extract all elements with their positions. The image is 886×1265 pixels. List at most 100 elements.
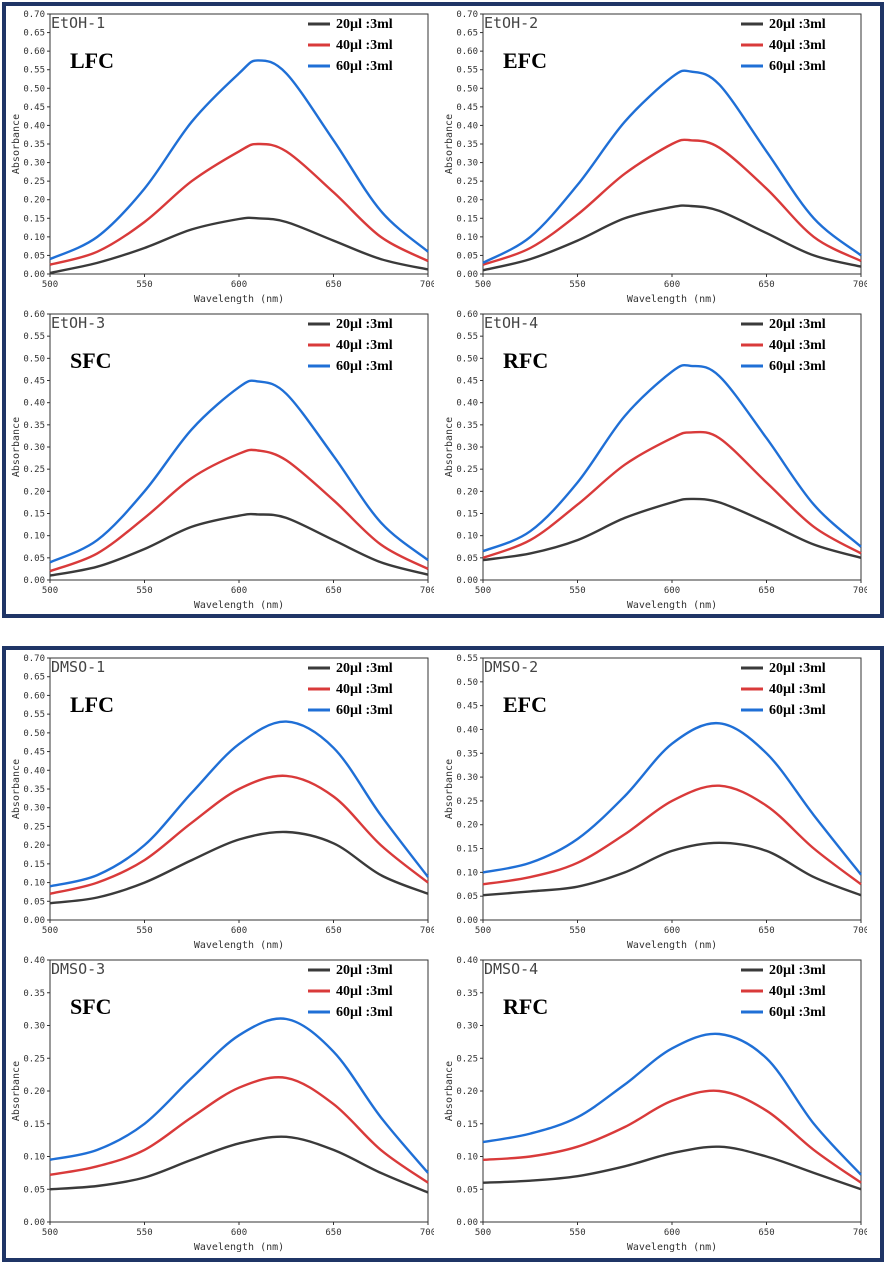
sample-label: EtOH-3 [51, 314, 105, 332]
legend-label-2: 40µl :3ml [336, 682, 393, 697]
x-tick-label: 550 [136, 280, 152, 290]
y-tick-label: 0.20 [23, 196, 45, 206]
x-tick-label: 600 [231, 280, 247, 290]
x-tick-label: 700 [853, 586, 867, 596]
series-line-3 [49, 720, 429, 888]
x-tick-label: 500 [475, 586, 491, 596]
y-tick-label: 0.25 [23, 822, 45, 832]
y-tick-label: 0.55 [23, 710, 45, 720]
sample-label: EtOH-2 [484, 14, 538, 32]
y-tick-label: 0.10 [456, 532, 478, 542]
sample-label: DMSO-3 [51, 960, 105, 978]
x-tick-label: 500 [475, 280, 491, 290]
x-tick-label: 700 [420, 926, 434, 936]
y-tick-label: 0.55 [23, 66, 45, 76]
x-tick-label: 550 [136, 1228, 152, 1238]
y-tick-label: 0.40 [23, 121, 45, 131]
y-tick-label: 0.50 [23, 729, 45, 739]
series-line-1 [482, 204, 862, 272]
y-tick-label: 0.50 [456, 678, 478, 688]
y-tick-label: 0.20 [23, 841, 45, 851]
absorbance-chart-etoh-1: 0.00 0.05 0.10 0.15 0.20 0.25 0.30 0.35 0.40 0.45… [11, 10, 434, 305]
x-tick-label: 650 [325, 1228, 341, 1238]
y-axis-label: Absorbance [444, 114, 455, 174]
y-tick-label: 0.30 [23, 159, 45, 169]
series-line-1 [49, 1135, 429, 1194]
y-tick-label: 0.35 [456, 749, 478, 759]
x-axis-label: Wavelength (nm) [627, 600, 717, 611]
fraction-label: LFC [70, 692, 114, 717]
x-tick-label: 600 [664, 1228, 680, 1238]
legend-label-3: 60µl :3ml [769, 1005, 826, 1020]
x-tick-label: 600 [231, 926, 247, 936]
x-axis-label: Wavelength (nm) [194, 940, 284, 951]
y-tick-label: 0.30 [23, 804, 45, 814]
y-tick-label: 0.35 [23, 785, 45, 795]
y-tick-label: 0.50 [23, 354, 45, 364]
y-tick-label: 0.00 [23, 270, 45, 280]
y-tick-label: 0.55 [456, 332, 478, 342]
y-tick-label: 0.45 [23, 377, 45, 387]
legend-label-3: 60µl :3ml [769, 59, 826, 74]
legend-label-2: 40µl :3ml [769, 38, 826, 53]
x-tick-label: 600 [231, 1228, 247, 1238]
x-tick-label: 600 [664, 926, 680, 936]
y-tick-label: 0.05 [23, 897, 45, 907]
y-tick-label: 0.10 [23, 879, 45, 889]
series-line-1 [482, 1145, 862, 1191]
series-line-1 [49, 216, 429, 275]
sample-label: DMSO-1 [51, 658, 105, 676]
x-tick-label: 700 [853, 1228, 867, 1238]
x-tick-label: 650 [758, 280, 774, 290]
absorbance-chart-dmso-1: 0.00 0.05 0.10 0.15 0.20 0.25 0.30 0.35 0.40 0.45… [11, 654, 434, 951]
y-tick-label: 0.45 [23, 103, 45, 113]
x-axis-label: Wavelength (nm) [627, 1242, 717, 1253]
legend-label-2: 40µl :3ml [769, 984, 826, 999]
y-tick-label: 0.35 [456, 989, 478, 999]
y-tick-label: 0.40 [23, 766, 45, 776]
y-tick-label: 0.55 [456, 654, 478, 664]
y-tick-label: 0.15 [23, 510, 45, 520]
y-tick-label: 0.30 [23, 443, 45, 453]
y-tick-label: 0.10 [456, 233, 478, 243]
fraction-label: LFC [70, 48, 114, 73]
series-line-3 [482, 363, 862, 553]
fraction-label: SFC [70, 994, 112, 1019]
x-tick-label: 700 [853, 280, 867, 290]
y-tick-label: 0.65 [23, 673, 45, 683]
y-tick-label: 0.35 [456, 421, 478, 431]
y-tick-label: 0.00 [456, 916, 478, 926]
x-axis-label: Wavelength (nm) [194, 600, 284, 611]
y-tick-label: 0.60 [23, 310, 45, 320]
legend-label-1: 20µl :3ml [336, 317, 393, 332]
y-tick-label: 0.00 [456, 1218, 478, 1228]
y-tick-label: 0.70 [23, 654, 45, 664]
y-tick-label: 0.05 [23, 554, 45, 564]
legend-label-3: 60µl :3ml [769, 359, 826, 374]
y-tick-label: 0.50 [23, 84, 45, 94]
y-tick-label: 0.30 [23, 1022, 45, 1032]
y-tick-label: 0.25 [456, 177, 478, 187]
y-tick-label: 0.25 [456, 797, 478, 807]
y-tick-label: 0.30 [456, 1022, 478, 1032]
y-tick-label: 0.70 [456, 10, 478, 20]
sample-label: DMSO-2 [484, 658, 538, 676]
x-tick-label: 500 [42, 586, 58, 596]
y-tick-label: 0.10 [456, 868, 478, 878]
series-line-2 [482, 430, 862, 559]
legend-label-2: 40µl :3ml [336, 984, 393, 999]
x-tick-label: 550 [136, 586, 152, 596]
y-tick-label: 0.40 [23, 399, 45, 409]
y-tick-label: 0.70 [23, 10, 45, 20]
y-tick-label: 0.10 [23, 532, 45, 542]
y-tick-label: 0.20 [23, 1087, 45, 1097]
x-axis-label: Wavelength (nm) [627, 294, 717, 305]
y-tick-label: 0.10 [23, 233, 45, 243]
legend-label-2: 40µl :3ml [336, 38, 393, 53]
y-axis-label: Absorbance [444, 417, 455, 477]
y-tick-label: 0.20 [23, 487, 45, 497]
y-tick-label: 0.25 [456, 465, 478, 475]
y-axis-label: Absorbance [11, 417, 22, 477]
y-tick-label: 0.20 [456, 1087, 478, 1097]
y-tick-label: 0.50 [456, 354, 478, 364]
